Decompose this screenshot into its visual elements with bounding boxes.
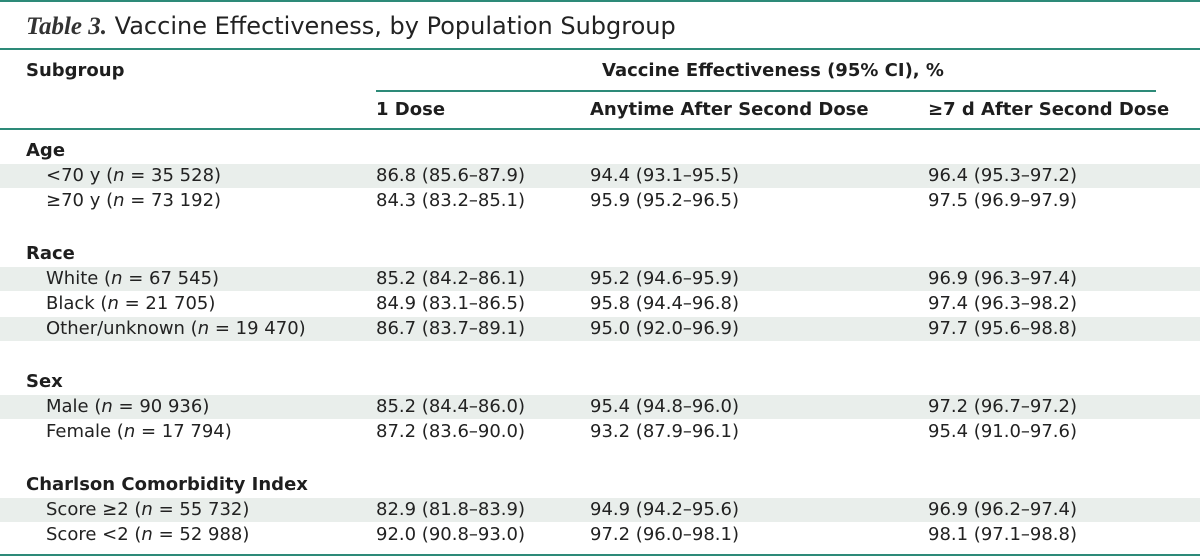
section-heading: Race bbox=[26, 243, 75, 264]
table-row bbox=[0, 498, 1200, 522]
table-title-text: Vaccine Effectiveness, by Population Sub… bbox=[114, 12, 676, 40]
table-title: Table 3. Vaccine Effectiveness, by Popul… bbox=[26, 10, 676, 43]
value-7d: 97.2 (96.7–97.2) bbox=[928, 396, 1078, 417]
value-anytime: 95.8 (94.4–96.8) bbox=[590, 293, 740, 314]
value-1-dose: 85.2 (84.4–86.0) bbox=[376, 396, 526, 417]
table-row bbox=[0, 395, 1200, 419]
value-7d: 98.1 (97.1–98.8) bbox=[928, 524, 1078, 545]
row-label-n: n bbox=[111, 268, 123, 289]
row-label-prefix: Score ≥2 ( bbox=[46, 499, 142, 520]
row-label-count: = 52 988) bbox=[152, 524, 250, 545]
row-label: ≥70 y (n = 73 192) bbox=[46, 189, 221, 213]
value-1-dose: 86.8 (85.6–87.9) bbox=[376, 165, 526, 186]
row-label-prefix: Black ( bbox=[46, 293, 108, 314]
row-label: Female (n = 17 794) bbox=[46, 420, 232, 444]
row-label-prefix: <70 y ( bbox=[46, 165, 114, 186]
value-anytime: 93.2 (87.9–96.1) bbox=[590, 421, 740, 442]
col-header-anytime: Anytime After Second Dose bbox=[590, 99, 869, 120]
row-label: <70 y (n = 35 528) bbox=[46, 164, 221, 188]
row-label-n: n bbox=[141, 524, 153, 545]
value-1-dose: 85.2 (84.2–86.1) bbox=[376, 268, 526, 289]
row-label-count: = 21 705) bbox=[118, 293, 216, 314]
table-row bbox=[0, 267, 1200, 291]
row-label-count: = 67 545) bbox=[122, 268, 220, 289]
bottom-rule bbox=[0, 554, 1200, 556]
value-1-dose: 87.2 (83.6–90.0) bbox=[376, 421, 526, 442]
row-label: Other/unknown (n = 19 470) bbox=[46, 317, 306, 341]
row-label: Male (n = 90 936) bbox=[46, 395, 209, 419]
value-anytime: 97.2 (96.0–98.1) bbox=[590, 524, 740, 545]
value-7d: 97.7 (95.6–98.8) bbox=[928, 318, 1078, 339]
value-anytime: 94.4 (93.1–95.5) bbox=[590, 165, 740, 186]
header-rule bbox=[0, 128, 1200, 130]
col-header-1-dose: 1 Dose bbox=[376, 99, 446, 120]
value-1-dose: 84.9 (83.1–86.5) bbox=[376, 293, 526, 314]
row-label-prefix: Other/unknown ( bbox=[46, 318, 198, 339]
value-anytime: 95.2 (94.6–95.9) bbox=[590, 268, 740, 289]
value-7d: 96.9 (96.2–97.4) bbox=[928, 499, 1078, 520]
row-label-prefix: Score <2 ( bbox=[46, 524, 142, 545]
top-rule bbox=[0, 0, 1200, 2]
row-label-prefix: White ( bbox=[46, 268, 112, 289]
row-label-n: n bbox=[141, 499, 153, 520]
row-label-prefix: Female ( bbox=[46, 421, 124, 442]
value-1-dose: 84.3 (83.2–85.1) bbox=[376, 190, 526, 211]
row-label-n: n bbox=[107, 293, 119, 314]
effectiveness-group-header: Vaccine Effectiveness (95% CI), % bbox=[602, 60, 944, 81]
row-label-count: = 90 936) bbox=[112, 396, 210, 417]
section-heading: Sex bbox=[26, 371, 63, 392]
value-1-dose: 82.9 (81.8–83.9) bbox=[376, 499, 526, 520]
table-row bbox=[0, 164, 1200, 188]
table-row bbox=[0, 317, 1200, 341]
section-heading: Charlson Comorbidity Index bbox=[26, 474, 308, 495]
value-1-dose: 92.0 (90.8–93.0) bbox=[376, 524, 526, 545]
value-anytime: 95.4 (94.8–96.0) bbox=[590, 396, 740, 417]
value-anytime: 95.9 (95.2–96.5) bbox=[590, 190, 740, 211]
value-7d: 95.4 (91.0–97.6) bbox=[928, 421, 1078, 442]
row-label-prefix: ≥70 y ( bbox=[46, 190, 114, 211]
row-label-n: n bbox=[101, 396, 113, 417]
row-label: Black (n = 21 705) bbox=[46, 292, 215, 316]
row-label-prefix: Male ( bbox=[46, 396, 102, 417]
row-label-count: = 19 470) bbox=[209, 318, 306, 339]
row-label-n: n bbox=[197, 318, 210, 339]
value-7d: 96.9 (96.3–97.4) bbox=[928, 268, 1078, 289]
row-label-count: = 55 732) bbox=[152, 499, 250, 520]
row-label-count: = 17 794) bbox=[135, 421, 232, 442]
section-heading: Age bbox=[26, 140, 66, 161]
row-label-count: = 35 528) bbox=[124, 165, 222, 186]
value-anytime: 95.0 (92.0–96.9) bbox=[590, 318, 740, 339]
value-7d: 97.4 (96.3–98.2) bbox=[928, 293, 1078, 314]
value-7d: 96.4 (95.3–97.2) bbox=[928, 165, 1078, 186]
row-label-count: = 73 192) bbox=[124, 190, 222, 211]
row-label: White (n = 67 545) bbox=[46, 267, 219, 291]
row-label: Score <2 (n = 52 988) bbox=[46, 523, 249, 547]
col-header-7d: ≥7 d After Second Dose bbox=[928, 99, 1170, 120]
value-7d: 97.5 (96.9–97.9) bbox=[928, 190, 1078, 211]
table-label: Table 3. bbox=[26, 13, 108, 40]
group-header-rule bbox=[376, 90, 1156, 92]
row-label: Score ≥2 (n = 55 732) bbox=[46, 498, 249, 522]
title-rule bbox=[0, 48, 1200, 50]
row-label-n: n bbox=[113, 190, 125, 211]
value-1-dose: 86.7 (83.7–89.1) bbox=[376, 318, 526, 339]
row-label-n: n bbox=[113, 165, 125, 186]
row-label-n: n bbox=[123, 421, 136, 442]
value-anytime: 94.9 (94.2–95.6) bbox=[590, 499, 740, 520]
subgroup-header: Subgroup bbox=[26, 60, 125, 81]
